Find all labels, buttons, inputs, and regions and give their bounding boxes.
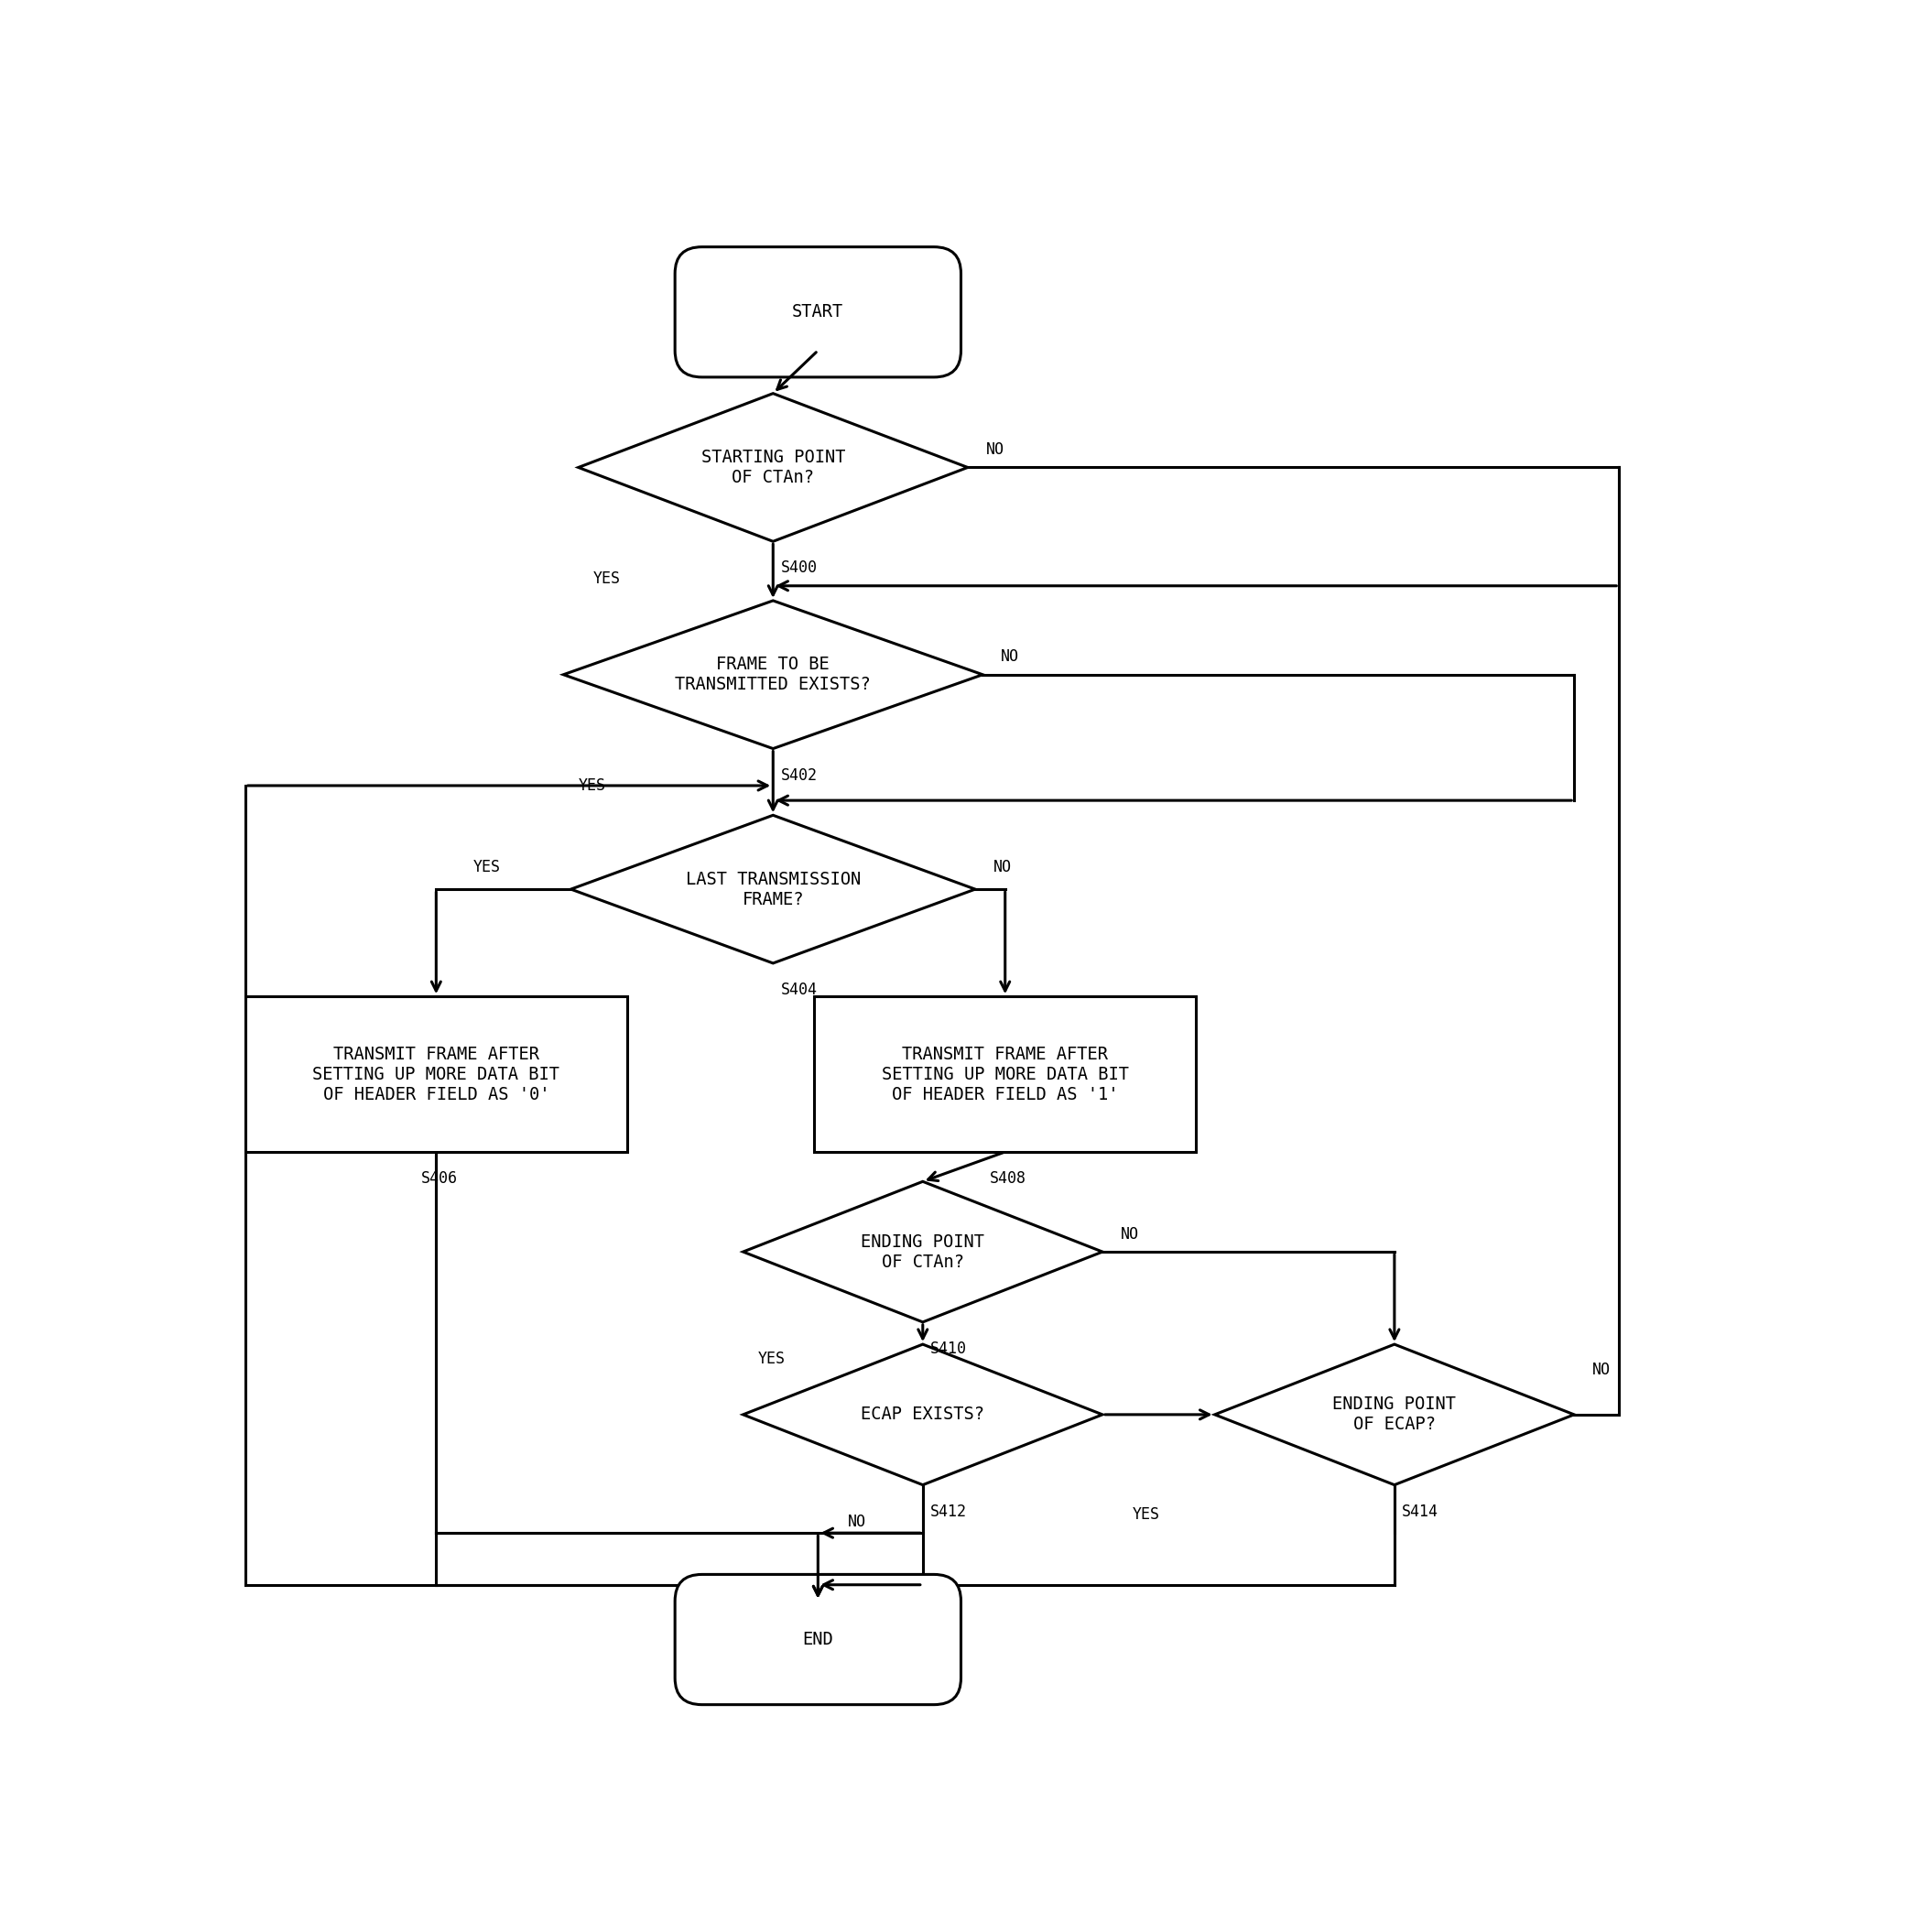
Text: NO: NO [1121,1226,1138,1242]
Text: YES: YES [757,1351,786,1367]
Polygon shape [744,1182,1103,1322]
Text: NO: NO [1001,648,1018,665]
Text: YES: YES [1132,1507,1159,1522]
Text: NO: NO [985,442,1005,457]
Text: TRANSMIT FRAME AFTER
SETTING UP MORE DATA BIT
OF HEADER FIELD AS '1': TRANSMIT FRAME AFTER SETTING UP MORE DAT… [881,1046,1128,1103]
Text: S408: S408 [991,1170,1026,1186]
Text: NO: NO [993,859,1012,875]
Text: ENDING POINT
OF ECAP?: ENDING POINT OF ECAP? [1333,1395,1457,1434]
Text: LAST TRANSMISSION
FRAME?: LAST TRANSMISSION FRAME? [686,871,860,907]
Polygon shape [1215,1343,1575,1486]
Polygon shape [570,815,976,963]
Text: YES: YES [593,571,620,586]
Text: S402: S402 [781,767,817,784]
Bar [245,996,628,1151]
Text: YES: YES [578,776,607,794]
Text: S410: S410 [931,1340,966,1357]
Text: S414: S414 [1403,1503,1439,1520]
Polygon shape [564,600,983,750]
Polygon shape [744,1343,1103,1486]
Text: NO: NO [1592,1363,1611,1378]
Text: END: END [802,1632,833,1649]
Text: STARTING POINT
OF CTAn?: STARTING POINT OF CTAn? [701,448,844,486]
Text: START: START [792,304,844,321]
FancyBboxPatch shape [674,246,960,377]
Text: S404: S404 [781,982,817,998]
Text: S412: S412 [931,1503,966,1520]
Text: ECAP EXISTS?: ECAP EXISTS? [862,1405,985,1424]
Text: NO: NO [848,1515,866,1530]
Text: S406: S406 [421,1170,458,1186]
Bar [813,996,1196,1151]
Text: S400: S400 [781,559,817,577]
Text: YES: YES [473,859,500,875]
Polygon shape [578,394,968,542]
FancyBboxPatch shape [674,1574,960,1705]
Text: TRANSMIT FRAME AFTER
SETTING UP MORE DATA BIT
OF HEADER FIELD AS '0': TRANSMIT FRAME AFTER SETTING UP MORE DAT… [313,1046,560,1103]
Text: ENDING POINT
OF CTAn?: ENDING POINT OF CTAn? [862,1234,985,1270]
Text: FRAME TO BE
TRANSMITTED EXISTS?: FRAME TO BE TRANSMITTED EXISTS? [674,655,871,694]
